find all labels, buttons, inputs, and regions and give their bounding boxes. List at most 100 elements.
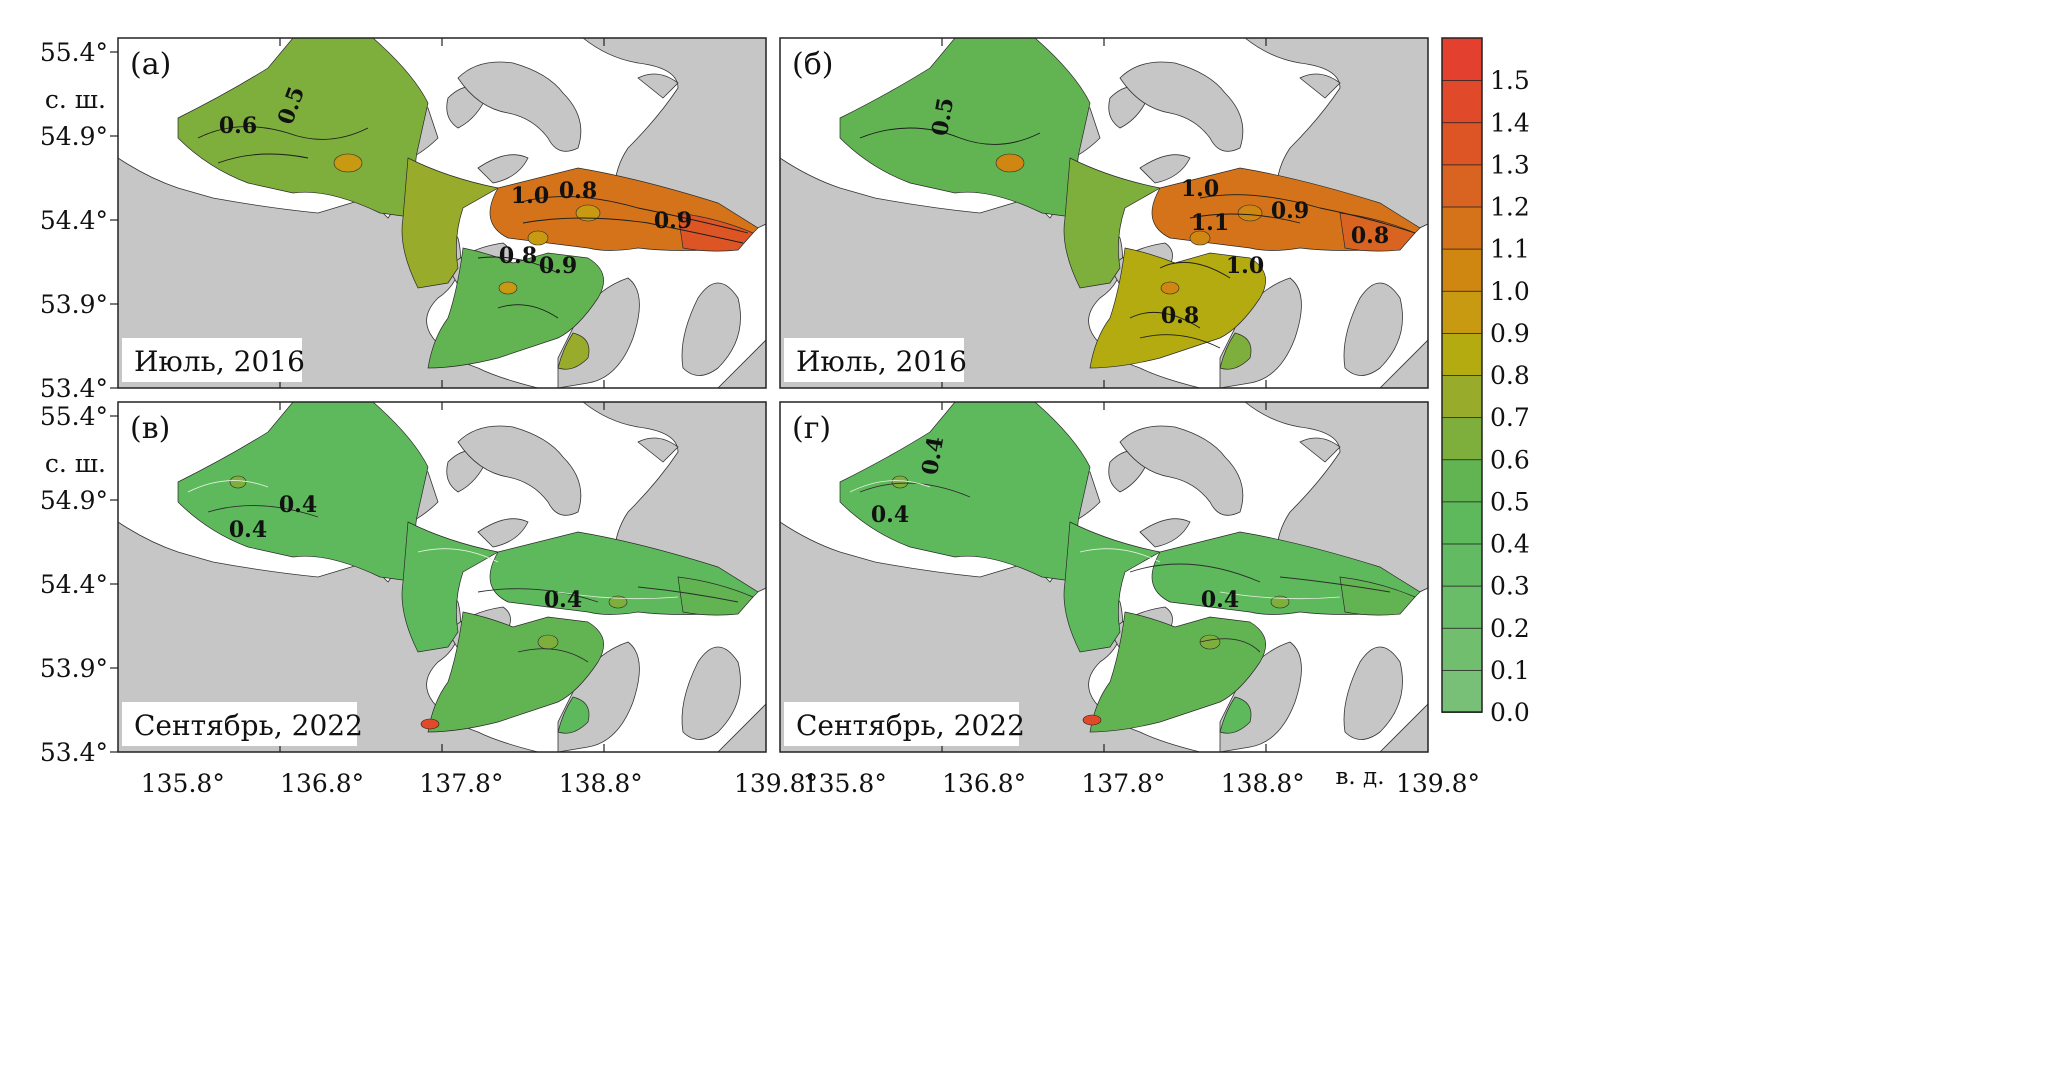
contour-label: 0.8 [1351,223,1389,249]
longitude-axis: 135.8° 136.8° 137.8° 138.8° 139.8°135.8° 136.… [141,764,1480,798]
contour-label: 0.8 [499,243,537,269]
lat-tick-label: 53.4° [40,738,108,767]
contour-label: 0.6 [219,113,257,139]
field-anomaly [891,475,909,489]
field-region [557,332,590,370]
field-anomaly [608,595,628,609]
contour-line-light [1079,548,1161,563]
latitude-axis-bottom: 55.4° 54.9° 54.4° 53.9° 53.4° с. ш. [40,402,118,767]
lon-tick-label: 138.8° [1221,769,1305,798]
contour-label: 0.9 [654,208,692,234]
field-region [427,247,604,369]
contour-line-light [849,480,931,493]
lat-tick-label: 55.4° [40,402,108,431]
panel-letter: (в) [122,406,182,448]
lon-tick-label: 137.8° [1081,769,1165,798]
colorbar-segment [1441,627,1483,671]
panel-letter: (г) [784,406,844,448]
lon-tick-label: 135.8° [141,769,225,798]
colorbar-tick-label: 0.4 [1490,530,1530,559]
colorbar-segment [1441,543,1483,587]
colorbar-segment [1441,121,1483,166]
field-region [427,611,604,733]
colorbar-tick-label: 0.6 [1490,445,1530,474]
field-anomaly [1237,204,1263,222]
contour-line [1199,638,1261,653]
latitude-axis-top: 55.4° 54.9° 54.4° 53.9° 53.4° с. ш. [40,38,118,403]
contour-line-light [1219,591,1341,600]
lat-tick-label: 54.9° [40,122,108,151]
hotspot [1082,714,1102,726]
svg-text:Июль, 2016: Июль, 2016 [796,345,967,378]
panel-caption: Сентябрь, 2022 [784,702,1025,746]
hotspot [420,718,440,730]
contour-line-light [417,548,499,563]
contour-line [1139,334,1221,349]
colorbar-segment [1441,332,1483,376]
lat-tick-label: 53.4° [40,374,108,403]
panel-caption: Июль, 2016 [784,338,967,382]
colorbar-segment [1441,206,1483,250]
field-anomaly [498,281,518,295]
colorbar-tick-label: 1.4 [1490,108,1530,137]
contour-line [522,217,744,244]
contour-label: 1.0 [1226,253,1264,279]
contour-label: 0.4 [544,587,582,613]
contour-line [1189,213,1301,224]
panel-caption: Июль, 2016 [122,338,305,382]
field-region [401,521,499,653]
lat-tick-label: 53.9° [40,290,108,319]
field-anomaly [333,153,363,173]
contour-line [859,127,1041,145]
field-region [1063,157,1161,289]
field-region [1339,212,1416,252]
field-region [1089,611,1266,733]
contour-line [637,586,739,603]
contour-line-light [557,591,679,600]
panel-letter: (б) [784,42,844,84]
svg-text:Сентябрь, 2022: Сентябрь, 2022 [796,709,1025,742]
contour-label: 0.9 [539,253,577,279]
contour-line [477,256,559,274]
colorbar-tick-label: 1.5 [1490,66,1530,95]
contour-line [1159,261,1231,279]
lon-tick-label: 136.8° [942,769,1026,798]
colorbar-tick-label: 0.2 [1490,614,1530,643]
contour-label: 0.4 [1201,587,1239,613]
lat-unit-label: с. ш. [45,85,106,114]
svg-text:Июль, 2016: Июль, 2016 [134,345,305,378]
colorbar-tick-label: 0.1 [1490,656,1530,685]
contour-label: 0.4 [871,502,909,528]
colorbar-tick-label: 1.2 [1490,193,1530,222]
colorbar-segment [1441,416,1483,461]
panel-letter: (а) [122,42,182,84]
field-anomaly [995,153,1025,173]
colorbar-segment [1441,585,1483,629]
colorbar-tick-label: 0.9 [1490,319,1530,348]
field-anomaly [1199,634,1221,650]
field-region [1339,576,1416,616]
contour-line-light [187,480,269,493]
colorbar-segment [1441,79,1483,124]
contour-label: 1.0 [1181,176,1219,202]
map-panel-g: 0.40.40.4(г)Сентябрь, 2022 [779,401,1429,753]
colorbar-tick-label: 1.1 [1490,235,1530,264]
field-anomaly [527,230,549,246]
contour-line [517,196,749,234]
colorbar-segment [1441,669,1483,713]
field-region [677,212,754,252]
map-panel-v: 0.4 0.4 0.4 (в) Сентябрь, 2022 [117,401,767,753]
colorbar-tick-label: 1.3 [1490,150,1530,179]
colorbar-tick-label: 0.3 [1490,572,1530,601]
svg-text:(г): (г) [792,411,831,446]
lon-unit-label: в. д. [1335,764,1384,790]
lon-tick-label: 137.8° [419,769,503,798]
colorbar-segment [1441,374,1483,419]
contour-label: 1.1 [1191,210,1229,236]
colorbar-frame [1441,37,1483,713]
lon-tick-label: 139.8° [734,769,818,798]
lat-unit-label: с. ш. [45,449,106,478]
colorbar-tick-label: 1.0 [1490,277,1530,306]
svg-text:(в): (в) [130,411,170,446]
colorbar-segment [1441,163,1483,208]
